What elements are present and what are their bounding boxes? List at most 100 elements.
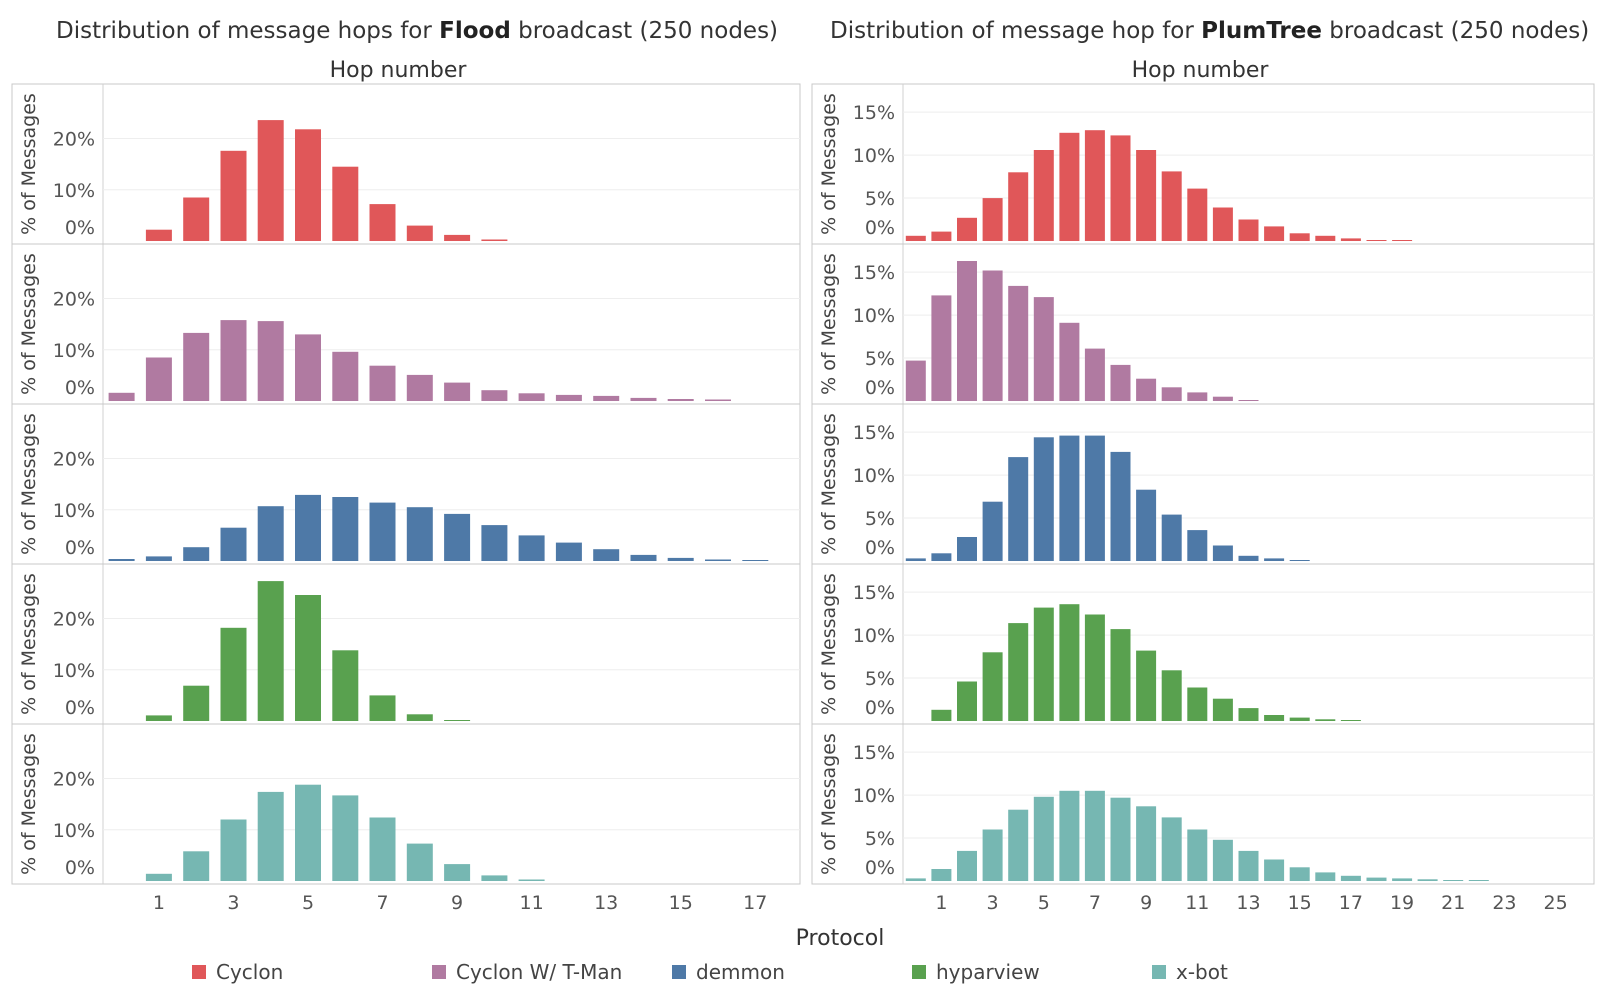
flood-bar xyxy=(145,556,172,561)
flood-y-tick-label: 20% xyxy=(53,129,95,151)
flood-panel-4: 0% 10% 20% % of Messages xyxy=(12,563,800,721)
flood-frame xyxy=(11,83,801,885)
plumtree-y-tick-label: 5% xyxy=(865,508,895,530)
plumtree-y-axis-title: % of Messages xyxy=(818,93,840,235)
plumtree-bar xyxy=(1289,560,1310,561)
plumtree-panel-1: 0% 5% 10% 15% % of Messages xyxy=(818,93,1594,241)
flood-bar xyxy=(406,843,433,881)
plumtree-x-tick-label: 21 xyxy=(1441,892,1465,914)
plumtree-y-axis-title: % of Messages xyxy=(818,573,840,715)
plumtree-bar xyxy=(1110,797,1131,881)
flood-panel-1: 0% 10% 20% % of Messages xyxy=(18,93,800,241)
plumtree-bar xyxy=(1366,877,1387,881)
flood-bar xyxy=(257,581,284,721)
plumtree-bar xyxy=(982,198,1003,241)
flood-bar xyxy=(444,720,471,721)
legend-item: demmon xyxy=(672,960,785,984)
plumtree-bar xyxy=(1187,829,1208,881)
flood-bar xyxy=(332,650,359,721)
plumtree-bar xyxy=(1212,698,1233,721)
flood-bar xyxy=(667,399,694,401)
flood-bar xyxy=(444,864,471,881)
plumtree-bar xyxy=(1008,809,1029,881)
flood-y-axis-title: % of Messages xyxy=(18,573,40,715)
plumtree-bar xyxy=(957,537,977,561)
flood-x-header: Hop number xyxy=(329,58,467,83)
flood-bar xyxy=(183,547,210,561)
flood-bar xyxy=(145,715,172,721)
plumtree-y-tick-label: 10% xyxy=(853,145,895,167)
flood-bar xyxy=(295,784,321,881)
flood-bar xyxy=(183,197,210,241)
plumtree-bar xyxy=(1008,457,1029,561)
flood-bar xyxy=(145,873,172,881)
plumtree-bar xyxy=(1187,687,1208,721)
plumtree-bar xyxy=(1008,172,1029,241)
flood-bar xyxy=(481,390,508,401)
plumtree-bar xyxy=(1238,555,1259,561)
flood-bar xyxy=(705,559,731,561)
flood-x-tick-label: 11 xyxy=(520,892,544,914)
plumtree-bar xyxy=(1161,670,1182,721)
flood-bar xyxy=(630,554,657,561)
plumtree-bar xyxy=(905,235,926,241)
flood-bar xyxy=(518,535,545,561)
flood-y-axis-title: % of Messages xyxy=(18,93,40,235)
plumtree-bar xyxy=(931,231,952,241)
plumtree-bar xyxy=(1315,719,1336,721)
plumtree-bar xyxy=(1084,348,1105,401)
flood-panel-3: 0% 10% 20% % of Messages xyxy=(12,403,800,561)
flood-bar xyxy=(332,497,359,561)
plumtree-bar xyxy=(1059,132,1080,241)
flood-bar xyxy=(108,559,135,561)
plumtree-bar xyxy=(905,558,926,561)
plumtree-bar xyxy=(1110,451,1131,561)
plumtree-y-axis-title: % of Messages xyxy=(818,413,840,555)
flood-x-tick-label: 3 xyxy=(227,892,239,914)
plumtree-bar xyxy=(1136,150,1157,241)
plumtree-y-tick-label: 0% xyxy=(865,377,895,399)
plumtree-y-tick-label: 10% xyxy=(853,625,895,647)
plumtree-bar xyxy=(905,360,926,401)
flood-bar xyxy=(667,557,694,561)
flood-bar xyxy=(108,392,135,401)
plumtree-y-tick-label: 15% xyxy=(853,102,895,124)
plumtree-bar xyxy=(982,501,1003,561)
plumtree-panel-4: 0% 5% 10% 15% % of Messages xyxy=(812,563,1594,721)
plumtree-y-tick-label: 0% xyxy=(865,217,895,239)
flood-y-axis-title: % of Messages xyxy=(18,733,40,875)
flood-x-tick-label: 17 xyxy=(743,892,767,914)
plumtree-bar xyxy=(1187,188,1208,241)
plumtree-bar xyxy=(1340,720,1361,721)
flood-y-tick-label: 10% xyxy=(53,340,95,362)
plumtree-bar xyxy=(1315,235,1336,241)
flood-bar xyxy=(220,819,247,881)
plumtree-bar xyxy=(1136,806,1157,881)
flood-bar xyxy=(145,229,172,241)
plumtree-y-tick-label: 5% xyxy=(865,668,895,690)
plumtree-y-tick-label: 15% xyxy=(853,422,895,444)
flood-bar xyxy=(705,399,731,401)
flood-bar xyxy=(257,791,284,881)
plumtree-bar xyxy=(1289,717,1310,721)
plumtree-bar xyxy=(1238,708,1259,721)
plumtree-x-tick-label: 9 xyxy=(1140,892,1152,914)
plumtree-bar xyxy=(1264,859,1285,881)
plumtree-bar xyxy=(1212,545,1233,561)
plumtree-bar xyxy=(931,553,952,561)
flood-bar xyxy=(369,204,396,241)
plumtree-frame xyxy=(811,83,1595,885)
flood-bar xyxy=(257,321,284,401)
plumtree-x-tick-label: 11 xyxy=(1185,892,1209,914)
plumtree-bar xyxy=(1212,207,1233,241)
plumtree-bar xyxy=(1033,297,1054,401)
legend-swatch xyxy=(432,965,446,979)
flood-y-tick-label: 20% xyxy=(53,289,95,311)
plumtree-y-tick-label: 15% xyxy=(853,582,895,604)
plumtree-bar xyxy=(1008,285,1029,401)
plumtree-x-tick-label: 25 xyxy=(1544,892,1568,914)
plumtree-y-tick-label: 15% xyxy=(853,262,895,284)
flood-y-tick-label: 0% xyxy=(65,857,95,879)
flood-bar xyxy=(406,225,433,241)
plumtree-y-tick-label: 5% xyxy=(865,828,895,850)
